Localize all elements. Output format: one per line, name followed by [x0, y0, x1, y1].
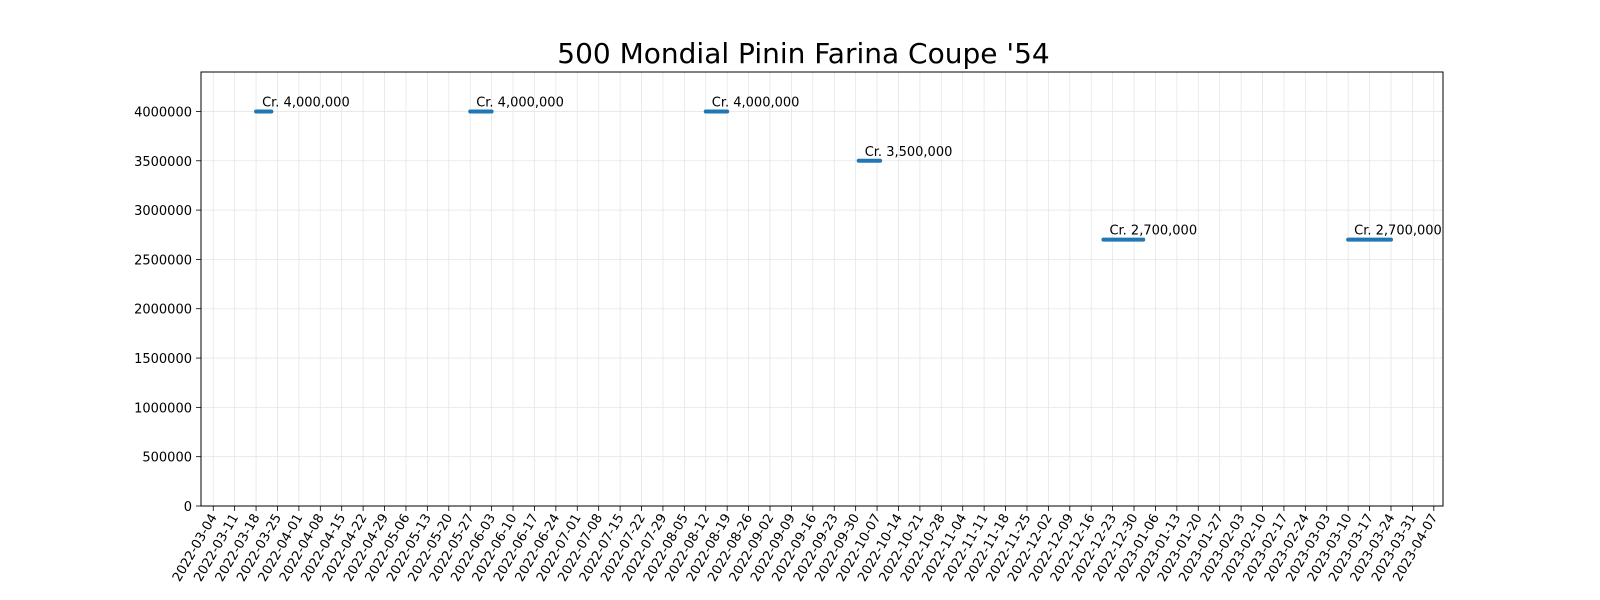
y-tick-label: 2000000: [134, 303, 192, 318]
y-tick-label: 1000000: [134, 401, 192, 416]
y-tick-label: 3500000: [134, 155, 192, 170]
axes-layer: 2022-03-042022-03-112022-03-182022-03-25…: [134, 71, 1444, 584]
marks-layer: Cr. 4,000,000 Cr. 4,000,000 Cr. 4,000,000 C…: [254, 95, 1442, 242]
y-tick-label: 2500000: [134, 253, 192, 268]
price-label: Cr. 4,000,000: [476, 95, 564, 110]
price-label: Cr. 2,700,000: [1109, 224, 1197, 239]
price-label: Cr. 2,700,000: [1354, 224, 1442, 239]
grid-layer: [201, 72, 1443, 507]
chart-title: 500 Mondial Pinin Farina Coupe '54: [557, 37, 1049, 70]
y-tick-label: 500000: [142, 451, 192, 466]
y-tick-label: 3000000: [134, 204, 192, 219]
y-tick-label: 0: [184, 500, 192, 515]
y-tick-label: 4000000: [134, 105, 192, 120]
price-label: Cr. 3,500,000: [865, 145, 953, 160]
y-tick-label: 1500000: [134, 352, 192, 367]
plot-frame: [200, 71, 1444, 507]
price-label: Cr. 4,000,000: [712, 95, 800, 110]
price-label: Cr. 4,000,000: [262, 95, 350, 110]
